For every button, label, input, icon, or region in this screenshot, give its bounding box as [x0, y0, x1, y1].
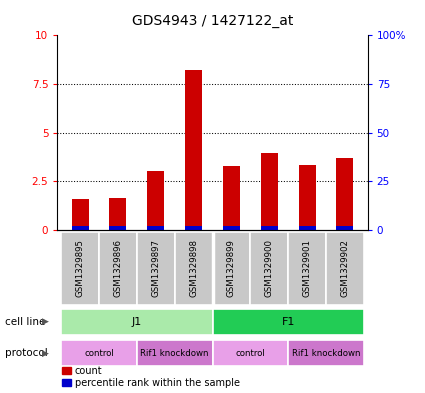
Bar [137, 340, 212, 366]
Bar [61, 309, 212, 335]
Text: control: control [235, 349, 265, 358]
Text: GDS4943 / 1427122_at: GDS4943 / 1427122_at [132, 14, 293, 28]
Text: control: control [84, 349, 114, 358]
Text: GSM1329902: GSM1329902 [340, 239, 349, 297]
Bar [185, 70, 202, 230]
Bar [61, 340, 137, 366]
Bar [185, 226, 202, 230]
Bar [299, 226, 316, 230]
Bar [261, 153, 278, 230]
Bar [250, 232, 288, 305]
Bar [299, 165, 316, 230]
Legend: count, percentile rank within the sample: count, percentile rank within the sample [62, 366, 240, 388]
Bar [288, 340, 364, 366]
Bar [175, 232, 212, 305]
Text: GSM1329899: GSM1329899 [227, 239, 236, 297]
Bar [61, 232, 99, 305]
Bar [223, 226, 240, 230]
Bar [147, 226, 164, 230]
Text: ▶: ▶ [42, 318, 49, 326]
Text: GSM1329895: GSM1329895 [76, 239, 85, 297]
Text: Rif1 knockdown: Rif1 knockdown [140, 349, 209, 358]
Bar [212, 340, 288, 366]
Bar [71, 199, 88, 230]
Text: protocol: protocol [5, 348, 48, 358]
Bar [326, 232, 364, 305]
Bar [137, 232, 175, 305]
Text: GSM1329900: GSM1329900 [265, 239, 274, 297]
Bar [99, 232, 137, 305]
Bar [212, 309, 364, 335]
Text: J1: J1 [132, 317, 142, 327]
Text: F1: F1 [281, 317, 295, 327]
Text: GSM1329897: GSM1329897 [151, 239, 160, 297]
Bar [147, 171, 164, 230]
Bar [109, 226, 126, 230]
Bar [212, 232, 250, 305]
Text: GSM1329898: GSM1329898 [189, 239, 198, 297]
Bar [223, 166, 240, 230]
Text: cell line: cell line [5, 317, 45, 327]
Text: GSM1329896: GSM1329896 [113, 239, 122, 297]
Bar [261, 226, 278, 230]
Bar [109, 198, 126, 230]
Text: Rif1 knockdown: Rif1 knockdown [292, 349, 360, 358]
Bar [71, 226, 88, 230]
Bar [337, 226, 354, 230]
Bar [288, 232, 326, 305]
Text: GSM1329901: GSM1329901 [303, 239, 312, 297]
Bar [337, 158, 354, 230]
Text: ▶: ▶ [42, 349, 49, 358]
